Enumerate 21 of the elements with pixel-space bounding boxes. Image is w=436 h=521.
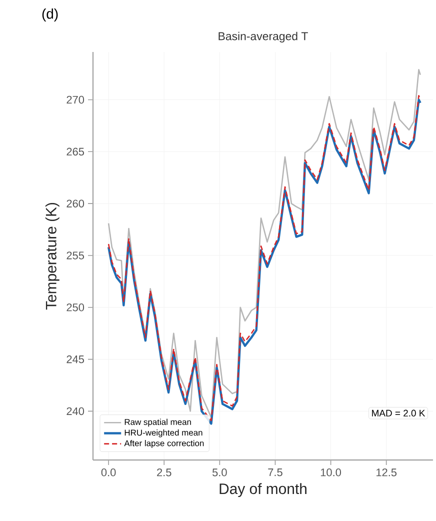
x-tick-label: 10.0: [320, 468, 341, 476]
chart-title: Basin-averaged T: [218, 32, 308, 42]
y-tick-label: 260: [66, 200, 84, 208]
annotation: MAD = 2.0 K: [372, 410, 426, 416]
y-tick-label: 240: [66, 407, 84, 416]
x-tick-label: 7.5: [268, 468, 282, 476]
x-tick-label: 12.5: [376, 468, 397, 476]
y-tick-label: 255: [66, 252, 84, 260]
y-tick-label: 245: [66, 355, 84, 364]
x-axis-title: Day of month: [220, 483, 306, 498]
legend-label: HRU-weighted mean: [124, 429, 202, 438]
text: (d): [42, 8, 58, 22]
y-tick-label: 250: [66, 304, 84, 312]
legend-label: Raw spatial mean: [124, 418, 191, 427]
legend-label: After lapse correction: [124, 440, 204, 448]
x-tick-label: 0.0: [101, 468, 116, 476]
x-tick-label: 5.0: [212, 468, 227, 476]
y-axis-title: Temperature (K): [45, 202, 60, 310]
x-tick-label: 2.5: [157, 468, 172, 476]
y-tick-label: 265: [66, 148, 84, 156]
y-tick-label: 270: [66, 96, 84, 104]
